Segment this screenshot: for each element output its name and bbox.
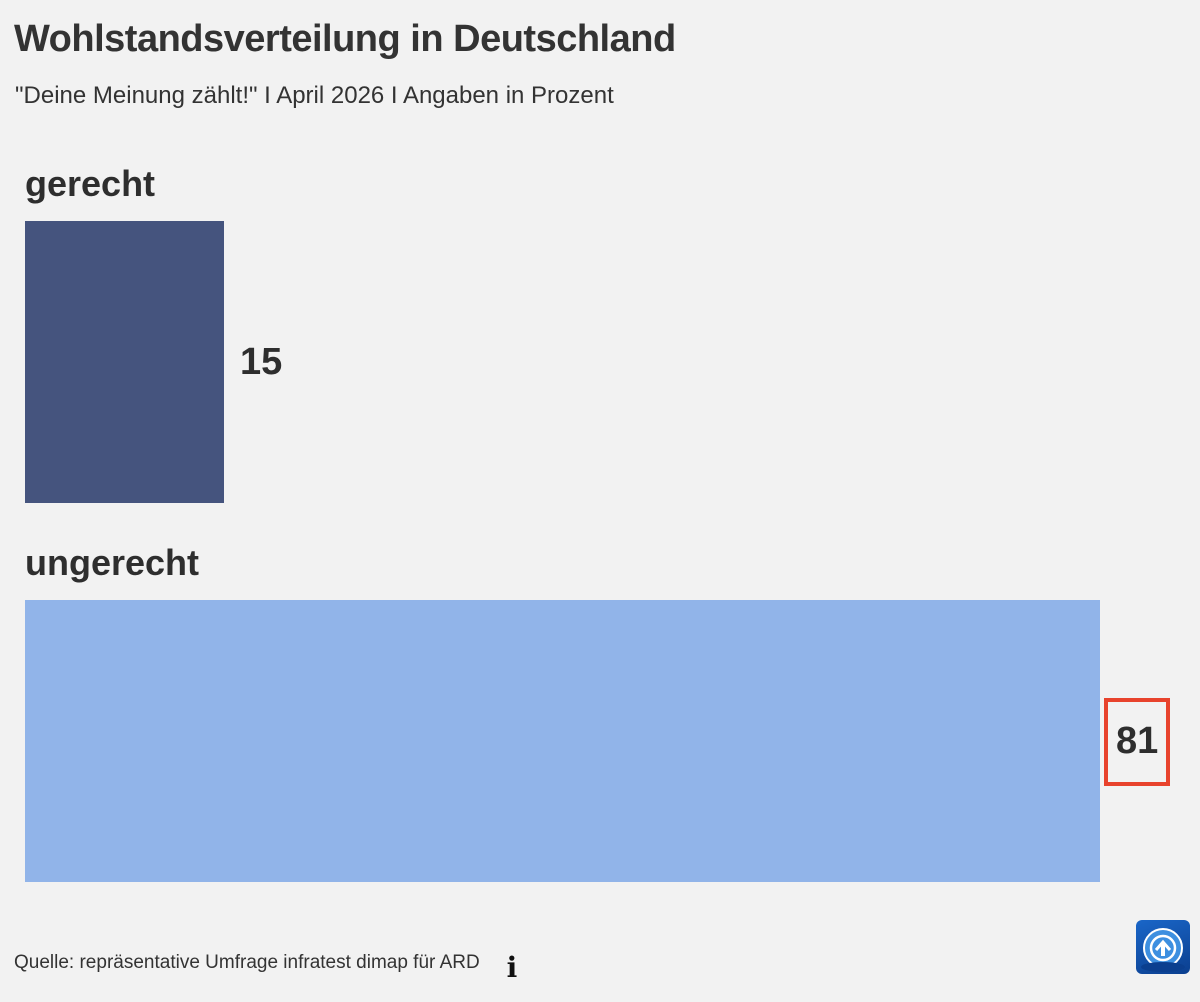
chart-title: Wohlstandsverteilung in Deutschland [14, 18, 676, 60]
category-label-gerecht: gerecht [25, 163, 156, 204]
tagesschau-logo-icon [1136, 920, 1190, 974]
value-label-ungerecht: 81 [1116, 720, 1159, 762]
value-label-gerecht: 15 [240, 341, 283, 383]
bar-ungerecht [25, 600, 1100, 882]
source-note: Quelle: repräsentative Umfrage infratest… [14, 952, 480, 973]
highlight-box-ungerecht [1104, 698, 1170, 786]
bar-gerecht [25, 221, 224, 503]
category-label-ungerecht: ungerecht [25, 542, 200, 583]
info-icon[interactable]: i [506, 951, 518, 984]
chart-subtitle: "Deine Meinung zählt!" I April 2026 I An… [15, 82, 614, 109]
